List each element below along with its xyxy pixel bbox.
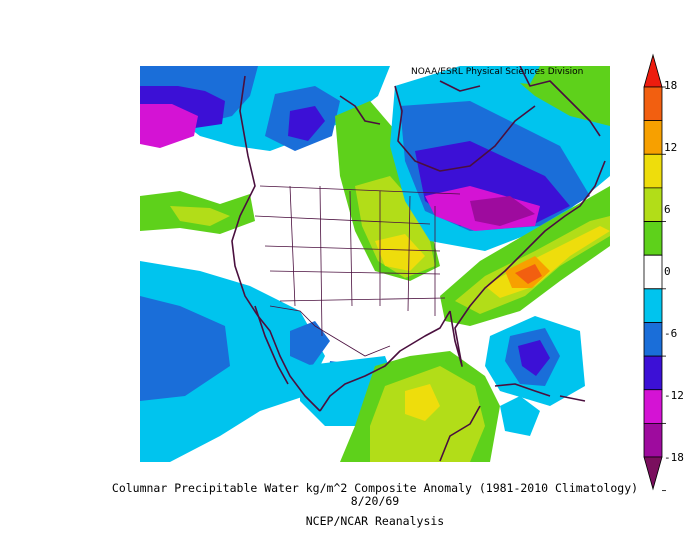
colorbar-tick-label: 12 (664, 141, 678, 154)
contour-negative-sw-core (140, 296, 230, 401)
anomaly-map (140, 66, 610, 462)
mexico-border (269, 305, 391, 357)
west-coastline (231, 75, 321, 412)
colorbar-bin (643, 322, 663, 357)
caption-title: Columnar Precipitable Water kg/m^2 Compo… (111, 481, 639, 495)
east-west-borders (254, 185, 461, 302)
north-south-borders (289, 185, 436, 337)
colorbar-bin (643, 120, 663, 155)
colorbar-tick-label: 18 (664, 79, 678, 92)
colorbar-bin (643, 355, 663, 391)
colorbar-tick-label: 6 (664, 203, 671, 216)
colorbar-bin (643, 422, 663, 458)
caption-source: NCEP/NCAR Reanalysis (305, 514, 445, 528)
colorbar-bin (643, 187, 663, 222)
colorbar-tick-label: 0 (664, 265, 671, 278)
hudson-bay-coastline (394, 85, 536, 172)
colorbar-bin (643, 288, 663, 323)
contour-negative-bc-core (288, 106, 325, 141)
caribbean-coastlines (439, 383, 586, 462)
colorbar-bin (643, 456, 663, 491)
contour-positive-pacific-core (170, 206, 230, 226)
contour-negative-mexico (290, 321, 330, 366)
arctic-coastlines (339, 66, 601, 137)
colorbar (643, 53, 666, 492)
contour-negative-ne-peak (470, 196, 535, 226)
contour-negative-caribbean-peak (518, 340, 550, 376)
map-svg (140, 66, 610, 462)
colorbar-bin (643, 221, 663, 256)
credit-label: NOAA/ESRL Physical Sciences Division (411, 67, 584, 77)
caption-date: 8/20/69 (350, 494, 400, 508)
colorbar-bin (643, 53, 663, 88)
contour-positive-central-core (375, 234, 425, 271)
state-boundaries (254, 185, 461, 357)
baja-coastline (254, 305, 289, 385)
colorbar-tick-label: -12 (664, 389, 684, 402)
colorbar-bin (643, 153, 663, 189)
colorbar-bin (643, 254, 663, 290)
coastlines (231, 66, 606, 462)
colorbar-bin (643, 86, 663, 122)
gulf-coastline (319, 310, 451, 412)
contour-positive-midatlantic-peak (515, 264, 542, 284)
contour-negative-south-east (500, 396, 540, 436)
colorbar-bin (643, 389, 663, 424)
colorbar-tick-label: -6 (664, 327, 678, 340)
contour-negative-nw-max (140, 104, 198, 148)
colorbar-tick-label: -18 (664, 451, 684, 464)
east-coastline (449, 160, 606, 367)
contour-positive-south-core (405, 384, 440, 421)
